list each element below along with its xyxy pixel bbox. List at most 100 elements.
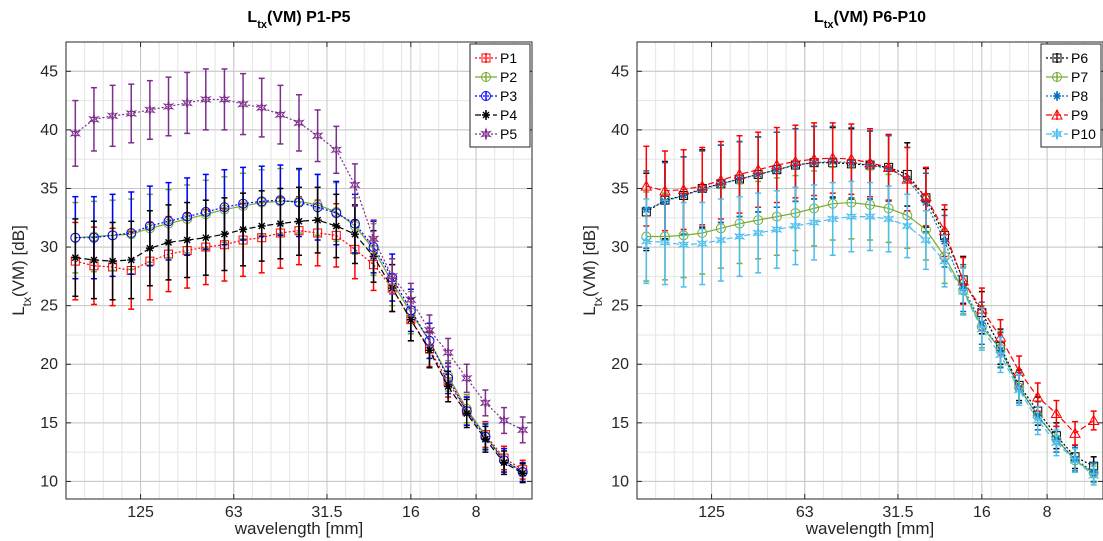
data-point xyxy=(1087,414,1100,425)
y-tick-label: 45 xyxy=(611,63,629,80)
series-group xyxy=(640,122,1100,486)
plot-area xyxy=(637,42,1103,499)
legend-label: P9 xyxy=(1071,107,1088,123)
data-point xyxy=(462,409,471,418)
data-point xyxy=(145,244,154,253)
data-point xyxy=(845,153,858,164)
y-tick-label: 40 xyxy=(611,122,629,139)
chart-title-sub: tx xyxy=(257,19,268,31)
data-point xyxy=(276,219,285,228)
legend-label: P2 xyxy=(500,69,517,85)
data-point xyxy=(845,209,858,224)
data-point xyxy=(69,126,82,141)
data-point xyxy=(332,221,341,230)
chart-title: Ltx(VM) P1-P5 xyxy=(247,9,350,31)
legend-label: P10 xyxy=(1071,126,1096,142)
chart-1: 10 15 20 25 30 35 40 45 125 63 31.5 16 8 wavelength [… xyxy=(9,9,533,538)
series-P4 xyxy=(71,186,527,484)
data-point xyxy=(901,173,914,184)
data-point xyxy=(330,143,343,157)
y-tick-label: 45 xyxy=(40,63,58,80)
y-tick-label: 30 xyxy=(611,239,629,256)
data-point xyxy=(349,178,361,192)
legend: P6 P7 P8 P9 P10 xyxy=(1040,43,1102,148)
y-axis-label-main: L xyxy=(9,306,28,315)
data-point xyxy=(71,253,80,262)
data-point xyxy=(106,109,119,123)
data-point xyxy=(659,235,671,250)
data-point xyxy=(518,469,527,478)
data-point xyxy=(1069,427,1081,438)
y-tick-label: 15 xyxy=(611,415,629,432)
data-point xyxy=(976,322,988,336)
data-point xyxy=(255,100,268,115)
data-point xyxy=(920,190,932,202)
data-point xyxy=(386,269,399,284)
y-tick-label: 25 xyxy=(40,298,58,315)
data-point xyxy=(88,112,100,127)
data-point xyxy=(220,230,229,239)
legend-marker xyxy=(1052,72,1062,82)
data-point xyxy=(237,97,249,111)
data-point xyxy=(1050,436,1063,450)
legend-marker xyxy=(480,127,492,141)
y-axis-label-rest: (VM) [dB] xyxy=(580,225,599,297)
chart-title-main: L xyxy=(247,9,257,26)
legend-marker xyxy=(1053,92,1061,100)
legend-marker xyxy=(482,111,490,119)
data-point xyxy=(920,233,932,247)
legend-marker xyxy=(1051,127,1063,141)
data-point xyxy=(425,346,434,355)
data-point xyxy=(752,226,764,240)
data-point xyxy=(444,382,453,391)
data-point xyxy=(293,116,305,130)
data-point xyxy=(938,254,951,268)
legend-label: P4 xyxy=(500,107,517,123)
data-point xyxy=(733,168,746,179)
data-point xyxy=(696,180,709,191)
data-point xyxy=(181,96,193,110)
data-point xyxy=(127,255,136,264)
data-point xyxy=(789,155,802,167)
data-point xyxy=(516,423,529,437)
legend-label: P5 xyxy=(500,126,517,142)
data-point xyxy=(164,238,173,247)
y-axis-label: Ltx(VM) [dB] xyxy=(9,225,34,316)
data-point xyxy=(826,212,839,226)
data-point xyxy=(826,151,839,163)
data-point xyxy=(677,183,690,195)
data-point xyxy=(500,458,509,467)
y-tick-label: 20 xyxy=(611,356,629,373)
chart-title-rest: (VM) P6-P10 xyxy=(834,9,927,26)
x-tick-label: 16 xyxy=(973,504,991,521)
chart-title: Ltx(VM) P6-P10 xyxy=(814,9,926,31)
legend-marker xyxy=(481,91,491,101)
data-point xyxy=(752,163,765,175)
y-tick-label: 20 xyxy=(40,356,58,373)
data-point xyxy=(313,216,322,225)
data-point xyxy=(640,234,653,248)
series-P10 xyxy=(640,180,1100,486)
y-axis-label-sub: tx xyxy=(591,297,605,306)
x-tick-label: 63 xyxy=(796,504,814,521)
y-tick-label: 35 xyxy=(40,180,58,197)
data-point xyxy=(808,153,820,164)
legend-label: P1 xyxy=(500,50,517,66)
legend-label: P6 xyxy=(1071,50,1088,66)
data-point xyxy=(640,180,653,191)
data-point xyxy=(350,230,359,239)
data-point xyxy=(199,92,212,107)
data-point xyxy=(864,156,876,168)
x-tick-label: 16 xyxy=(402,504,420,521)
data-point xyxy=(1087,468,1100,483)
legend-marker xyxy=(481,72,491,82)
x-tick-label: 125 xyxy=(698,504,725,521)
chart-title-rest: (VM) P1-P5 xyxy=(267,9,351,26)
x-tick-label: 8 xyxy=(1043,504,1052,521)
y-tick-label: 10 xyxy=(611,473,629,490)
data-point xyxy=(882,212,895,226)
data-point xyxy=(257,221,266,230)
data-point xyxy=(144,103,156,117)
data-point xyxy=(406,315,415,324)
